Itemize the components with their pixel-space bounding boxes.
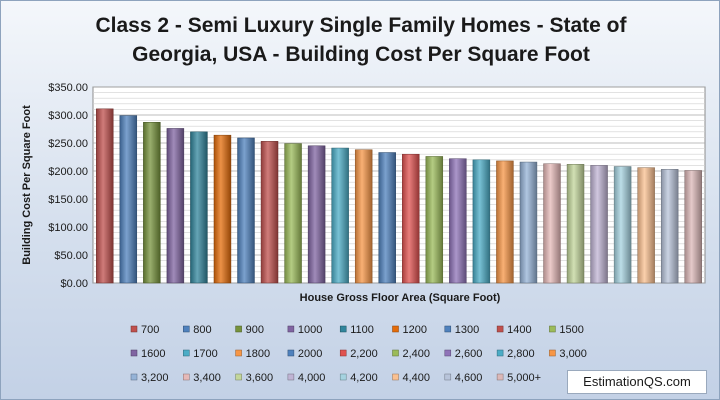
y-tick-label: $0.00 <box>60 278 88 290</box>
legend-label: 3,000 <box>559 348 587 360</box>
bar-1200 <box>213 134 232 284</box>
legend-swatch <box>496 349 504 357</box>
bar-2,400 <box>425 156 444 284</box>
bar-4,000 <box>590 165 608 284</box>
bar-2,200 <box>402 153 420 284</box>
legend-swatch <box>549 325 556 333</box>
legend-label: 2,800 <box>507 348 535 360</box>
legend-label: 1100 <box>350 324 374 336</box>
legend-label: 5,000+ <box>507 372 541 384</box>
legend-swatch <box>183 349 190 357</box>
bar-1000 <box>166 128 185 284</box>
bar-1800 <box>354 149 373 284</box>
legend-label: 2,400 <box>403 348 431 360</box>
bar-800 <box>119 115 138 284</box>
legend-swatch <box>496 373 504 381</box>
legend-swatch <box>392 373 399 381</box>
legend-label: 2,600 <box>455 348 483 360</box>
legend-swatch <box>339 349 347 357</box>
bar-700 <box>96 108 114 284</box>
legend-label: 1200 <box>403 324 427 336</box>
legend-label: 4,600 <box>455 372 483 384</box>
bars <box>96 108 702 284</box>
bar-3,000 <box>496 160 514 284</box>
legend-label: 800 <box>193 324 211 336</box>
y-tick-label: $200.00 <box>48 166 88 178</box>
legend-label: 1300 <box>455 324 479 336</box>
legend-swatch <box>549 349 556 357</box>
y-tick-label: $250.00 <box>48 138 88 150</box>
plot-area <box>92 86 706 284</box>
legend-swatch <box>444 349 452 357</box>
legend-swatch <box>235 373 242 381</box>
legend-label: 700 <box>141 324 159 336</box>
legend-swatch <box>444 373 452 381</box>
bar-2,600 <box>449 158 467 284</box>
x-axis-title: House Gross Floor Area (Square Foot) <box>300 292 501 304</box>
bar-1400 <box>260 141 279 284</box>
legend-label: 3,200 <box>141 372 169 384</box>
bar-1700 <box>331 147 349 284</box>
bar-3,600 <box>566 164 585 284</box>
bar-3,400 <box>543 163 561 284</box>
legend-label: 900 <box>246 324 264 336</box>
legend-label: 1800 <box>246 348 270 360</box>
legend-swatch <box>339 373 347 381</box>
legend-label: 4,000 <box>298 372 326 384</box>
legend-label: 2000 <box>298 348 322 360</box>
legend-swatch <box>339 325 347 333</box>
legend-swatch <box>496 325 504 333</box>
bar-1600 <box>307 145 326 284</box>
legend-swatch <box>287 373 295 381</box>
legend-swatch <box>183 325 190 333</box>
legend-label: 4,200 <box>350 372 378 384</box>
legend-label: 1500 <box>559 324 583 336</box>
chart-title: Class 2 - Semi Luxury Single Family Home… <box>95 14 627 66</box>
y-tick-label: $150.00 <box>48 194 88 206</box>
bar-2,800 <box>472 159 491 284</box>
bar-4,200 <box>613 166 632 284</box>
bar-1500 <box>284 143 302 284</box>
legend-swatch <box>235 325 242 333</box>
legend-label: 4,400 <box>403 372 431 384</box>
bar-4,600 <box>660 169 679 284</box>
bar-1300 <box>237 137 255 284</box>
bar-5,000+ <box>684 170 702 284</box>
legend-swatch <box>392 325 399 333</box>
legend-label: 1700 <box>193 348 217 360</box>
legend-label: 3,600 <box>246 372 274 384</box>
bar-4,400 <box>637 167 655 284</box>
y-axis-ticks: $0.00 $50.00 $100.00 $150.00 $200.00 $250.00 $… <box>48 82 88 290</box>
legend-swatch <box>392 349 399 357</box>
legend-swatch <box>130 373 138 381</box>
legend-label: 2,200 <box>350 348 378 360</box>
legend-swatch <box>287 325 295 333</box>
legend-swatch <box>235 349 242 357</box>
legend-label: 1000 <box>298 324 322 336</box>
legend-swatch <box>183 373 190 381</box>
legend-label: 1600 <box>141 348 165 360</box>
legend: 700 800 900 1000 1100 1200 1300 1400 1500 1600 170… <box>130 324 587 384</box>
y-tick-label: $350.00 <box>48 82 88 94</box>
y-tick-label: $300.00 <box>48 110 88 122</box>
legend-swatch <box>287 349 295 357</box>
y-tick-label: $100.00 <box>48 222 88 234</box>
watermark-box: EstimationQS.com <box>567 370 707 394</box>
legend-swatch <box>130 349 138 357</box>
legend-swatch <box>130 325 138 333</box>
y-tick-label: $50.00 <box>54 250 88 262</box>
y-axis-title: Building Cost Per Square Foot <box>21 105 33 265</box>
bar-2000 <box>378 152 396 284</box>
legend-label: 1400 <box>507 324 531 336</box>
legend-label: 3,400 <box>193 372 221 384</box>
bar-1100 <box>190 131 208 284</box>
bar-3,200 <box>519 161 538 284</box>
bar-900 <box>143 122 161 284</box>
legend-swatch <box>444 325 452 333</box>
